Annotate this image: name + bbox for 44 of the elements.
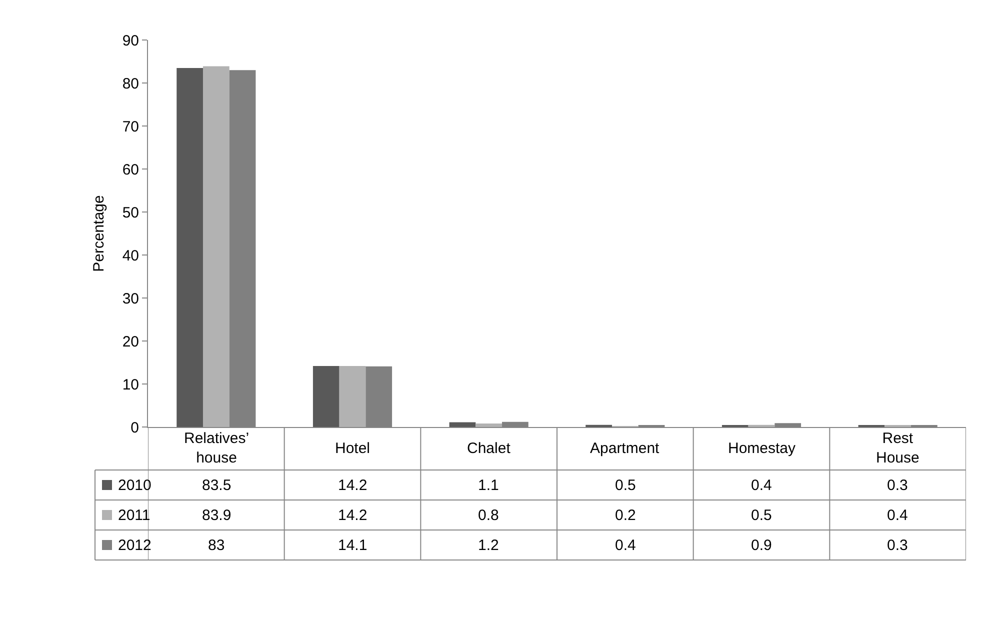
- data-label: 83: [208, 537, 225, 554]
- y-tick-label: 30: [122, 290, 139, 308]
- legend-label: 2011: [118, 507, 150, 524]
- bar: [202, 66, 230, 427]
- y-tick-label: 90: [122, 32, 139, 50]
- x-tick-label: Chalet: [467, 440, 512, 457]
- x-tick-label: Relatives’ house: [184, 430, 250, 466]
- y-tick-label: 70: [122, 118, 139, 136]
- y-tick-label: 20: [122, 333, 139, 350]
- y-tick-label: 10: [122, 376, 139, 394]
- legend-label: 2012: [118, 537, 152, 554]
- y-tick-label: 0: [130, 419, 139, 436]
- data-label: 0.3: [887, 537, 908, 554]
- data-label: 0.5: [751, 507, 772, 524]
- data-label: 0.4: [751, 477, 772, 494]
- data-label: 83.5: [202, 477, 232, 494]
- x-tick-label: Rest House: [876, 430, 920, 466]
- bar: [339, 366, 366, 427]
- data-label: 0.4: [887, 507, 908, 524]
- y-tick-label: 60: [122, 161, 139, 178]
- data-label: 0.2: [615, 507, 636, 524]
- data-label: 83.9: [202, 507, 232, 524]
- legend-label: 2010: [118, 477, 152, 494]
- y-axis-title: Percentage: [90, 195, 108, 272]
- data-label: 14.2: [338, 477, 368, 494]
- data-label: 14.2: [338, 507, 368, 524]
- data-label: 0.9: [751, 537, 772, 554]
- x-tick-label: Homestay: [728, 440, 796, 457]
- y-tick-label: 80: [122, 75, 139, 92]
- data-label: 1.2: [478, 537, 499, 554]
- y-tick-label: 50: [122, 204, 139, 222]
- data-label: 1.1: [478, 477, 499, 494]
- bar: [176, 68, 203, 427]
- data-label: 0.4: [615, 537, 636, 554]
- bar: [312, 366, 340, 427]
- data-label: 0.3: [887, 477, 908, 494]
- data-label: 14.1: [338, 537, 368, 554]
- data-label: 0.5: [615, 477, 636, 494]
- bar: [449, 422, 476, 427]
- x-tick-label: Apartment: [590, 440, 660, 457]
- data-label: 0.8: [478, 507, 499, 524]
- y-tick-label: 40: [122, 247, 139, 264]
- x-tick-label: Hotel: [335, 440, 370, 457]
- bar: [476, 424, 502, 427]
